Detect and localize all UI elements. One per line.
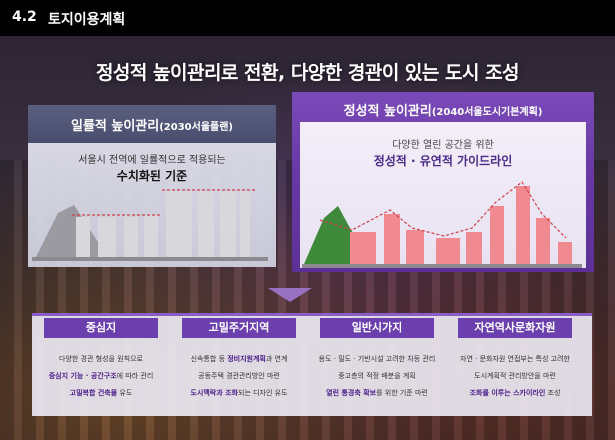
card-emphasis: 도시맥락과 조화 [190,389,238,397]
right-panel-title-suffix: (2040서울도시기본계획) [431,107,543,118]
building [76,217,90,257]
card-text: 신속통합 등 [190,355,228,363]
card-line: 신속통합 등 정비지원계획과 연계 [174,354,304,364]
building [384,214,400,264]
main-title: 정성적 높이관리로 전환, 다양한 경관이 있는 도시 조성 [95,62,520,84]
gray-mountain [36,205,108,257]
section-title: 토지이용계획 [48,12,126,28]
building [436,238,460,264]
card-line: 중심지 기능 · 공간구조에 따라 관리 [36,371,166,381]
card-emphasis: 중심지 기능 · 공간구조 [48,372,117,380]
card-emphasis: 정비지원계획 [227,355,266,363]
building [98,217,116,257]
card-line: 도시맥락과 조화되는 디자인 유도 [174,388,304,398]
card-text: 과 연계 [265,355,288,363]
card-line: 중고층의 적정 배분을 계획 [338,372,416,380]
uniform-height-illustration [32,189,268,261]
down-arrow-icon [268,288,312,302]
building [166,191,192,257]
building [240,191,250,257]
building [490,206,504,264]
card-line: 공동주택 경관관리방안 마련 [198,372,280,380]
card-center: 중심지 다양한 경관 형성을 원칙으로 중심지 기능 · 공간구조에 따라 관리… [36,318,166,414]
card-line: 도시계획적 관리방안을 마련 [474,372,556,380]
card-line: 다양한 경관 형성을 원칙으로 [59,355,143,363]
card-emphasis: 고밀복합 건축물 [69,389,118,397]
card-title: 일반시가지 [320,318,434,338]
building [144,215,158,257]
left-panel-keyword: 수치화된 기준 [116,169,188,183]
right-panel-description: 다양한 열린 공간을 위한 [392,140,494,151]
left-panel-title-suffix: (2030서울플랜) [159,122,234,133]
section-number: 4.2 [12,9,37,25]
card-text: 에 따라 관리 [116,372,154,380]
right-panel-keyword: 정성적 · 유연적 가이드라인 [373,154,513,168]
left-panel-header: 일률적 높이관리(2030서울플랜) [28,105,276,143]
card-text: 유도 [117,389,133,397]
card-title: 자연역사문화자원 [458,318,572,338]
left-panel-description: 서울시 전역에 일률적으로 적용되는 [78,155,226,166]
ground-line [32,257,268,261]
card-text: 를 위한 기준 마련 [376,389,428,397]
card-high-density-residential: 고밀주거지역 신속통합 등 정비지원계획과 연계 공동주택 경관관리방안 마련 … [174,318,304,414]
card-line: 열린 통경축 확보를 위한 기준 마련 [312,388,442,398]
card-line: 고밀복합 건축물 유도 [36,388,166,398]
left-panel-title: 일률적 높이관리(2030서울플랜) [28,115,276,134]
flexible-height-illustration [302,181,582,268]
card-emphasis: 열린 통경축 확보 [326,389,377,397]
right-panel-title: 정성적 높이관리(2040서울도시기본계획) [292,100,594,119]
card-general-urban: 일반시가지 용도 · 밀도 · 기반시설 고려한 차등 관리 중고층의 적정 배… [312,318,442,414]
card-title: 중심지 [44,318,158,338]
card-emphasis: 조화를 이루는 스카이라인 [469,389,546,397]
building [536,218,550,264]
building [558,242,572,264]
card-text: 조성 [545,389,561,397]
building [406,230,424,264]
card-title: 고밀주거지역 [182,318,296,338]
left-panel-title-main: 일률적 높이관리 [70,119,160,134]
header-bar: 4.2 토지이용계획 [0,0,615,36]
card-line: 자연 · 문화자원 연접부는 특성 고려한 [460,355,570,363]
building [198,191,214,257]
right-panel-title-main: 정성적 높이관리 [343,104,432,119]
building [220,191,236,257]
skyline-guide-line [319,181,567,239]
building [124,217,138,257]
building [466,232,482,264]
building [516,186,530,264]
ground-line [302,264,582,268]
card-natural-historic-resources: 자연역사문화자원 자연 · 문화자원 연접부는 특성 고려한 도시계획적 관리방… [450,318,580,414]
card-text: 되는 디자인 유도 [238,389,288,397]
building [350,232,376,264]
card-line: 용도 · 밀도 · 기반시설 고려한 차등 관리 [318,355,436,363]
card-line: 조화를 이루는 스카이라인 조성 [450,388,580,398]
